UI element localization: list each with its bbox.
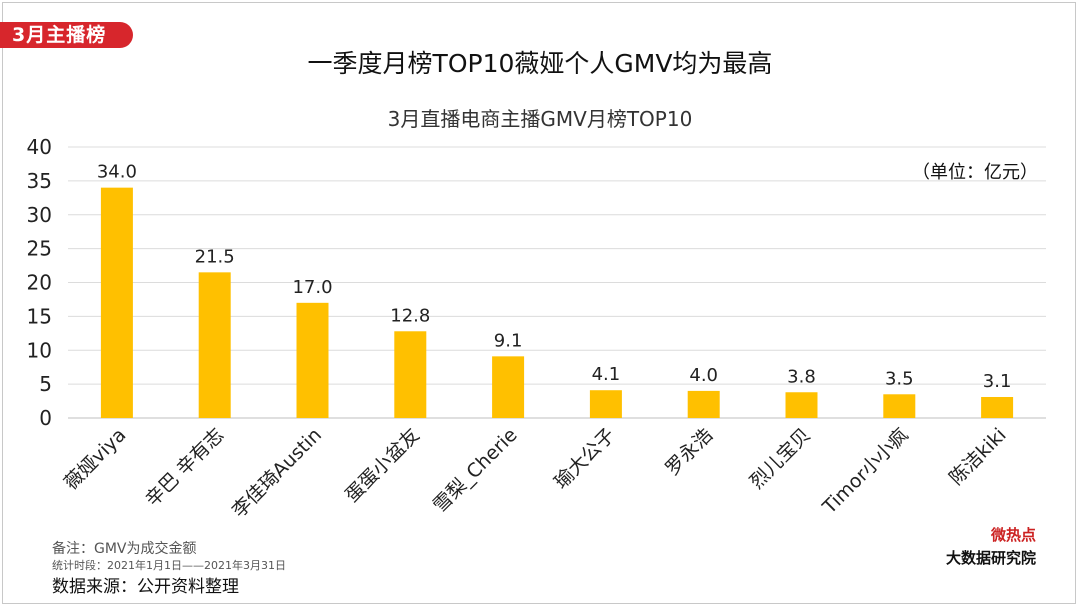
source-note: 数据来源：公开资料整理 — [52, 577, 239, 597]
bar — [296, 302, 329, 418]
y-tick-label: 30 — [27, 203, 52, 227]
y-tick-label: 25 — [27, 237, 52, 261]
data-label: 4.0 — [689, 365, 718, 386]
bar — [394, 331, 427, 418]
y-tick-label: 15 — [27, 304, 52, 328]
bar — [198, 272, 231, 418]
x-tick-label: 罗永浩 — [661, 424, 717, 480]
data-label: 4.1 — [592, 364, 621, 385]
logo-line2: 大数据研究院 — [945, 549, 1036, 567]
data-label: 3.1 — [983, 371, 1012, 392]
page-headline: 一季度月榜TOP10薇娅个人GMV均为最高 — [307, 49, 773, 78]
y-tick-label: 35 — [27, 169, 52, 193]
x-tick-label: 烈儿宝贝 — [746, 424, 815, 493]
x-tick-label: 蛋蛋小盆友 — [341, 424, 424, 507]
data-label: 21.5 — [195, 246, 235, 267]
chart-title: 3月直播电商主播GMV月榜TOP10 — [387, 107, 693, 131]
period-note: 统计时段：2021年1月1日——2021年3月31日 — [52, 559, 286, 572]
bar — [687, 390, 720, 418]
bar — [981, 396, 1014, 418]
y-tick-label: 10 — [27, 338, 52, 362]
x-tick-label: 陈洁kiki — [945, 424, 1010, 489]
data-label: 17.0 — [292, 277, 332, 298]
logo: 微热点 大数据研究院 — [946, 524, 1036, 568]
data-label: 9.1 — [494, 330, 523, 351]
data-label: 3.8 — [787, 366, 816, 387]
bar — [100, 187, 133, 418]
bar — [883, 394, 916, 418]
bar — [589, 390, 622, 418]
y-tick-label: 0 — [39, 406, 52, 430]
unit-label: （单位：亿元） — [912, 162, 1038, 183]
x-tick-label: 李佳琦Austin — [228, 424, 326, 522]
y-tick-label: 5 — [39, 372, 52, 396]
bar — [492, 356, 525, 418]
data-label: 12.8 — [390, 305, 430, 326]
bar — [785, 392, 818, 418]
y-tick-label: 20 — [27, 271, 52, 295]
x-tick-label: 辛巴 辛有志 — [141, 424, 228, 511]
x-tick-label: 薇娅viya — [60, 424, 130, 494]
section-tag: 3月主播榜 — [0, 22, 133, 48]
x-tick-label: 瑜大公子 — [550, 424, 619, 493]
x-tick-label: 雪梨_Cherie — [429, 424, 522, 517]
logo-line1: 微热点 — [990, 526, 1036, 544]
y-tick-label: 40 — [27, 135, 52, 159]
data-label: 34.0 — [97, 162, 137, 183]
data-label: 3.5 — [885, 368, 914, 389]
x-tick-label: Timor小小疯 — [818, 424, 913, 519]
remark-note: 备注：GMV为成交金额 — [52, 541, 197, 557]
